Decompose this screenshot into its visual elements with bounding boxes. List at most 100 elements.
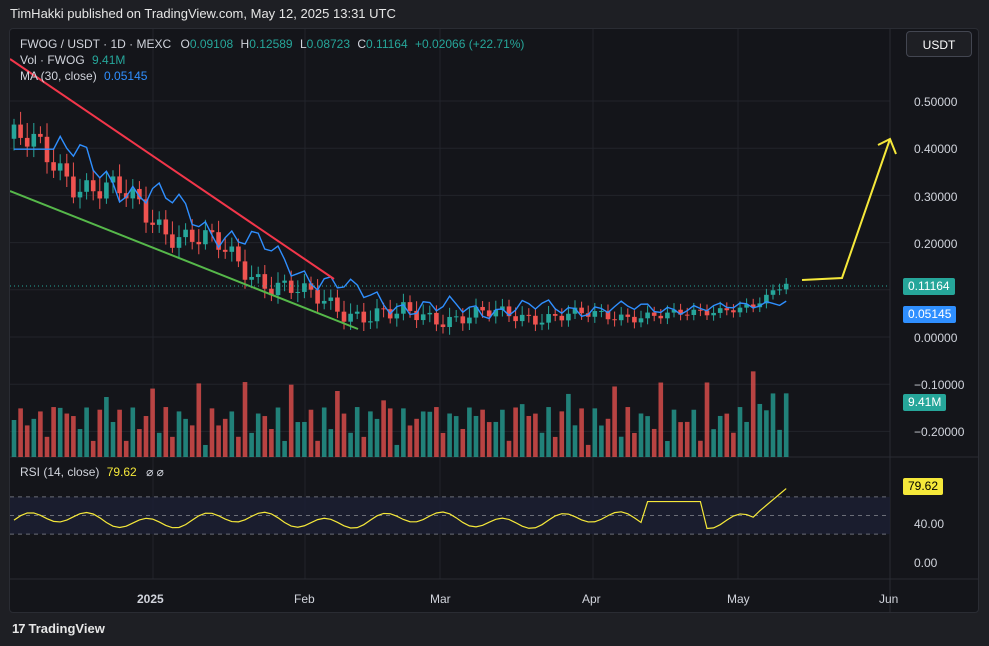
- candle-body: [315, 289, 320, 304]
- candle-body: [546, 314, 551, 323]
- volume-bar: [618, 436, 624, 457]
- volume-label: Vol · FWOG: [20, 53, 85, 67]
- candle-body: [724, 308, 730, 311]
- candle-body: [500, 306, 505, 310]
- ohlc-h-value: 0.12589: [249, 37, 293, 51]
- candle-body: [486, 310, 492, 317]
- candle-body: [770, 290, 776, 295]
- candle-body: [704, 310, 710, 316]
- candle-body: [671, 309, 677, 313]
- candle-body: [57, 163, 63, 171]
- candle-body: [750, 304, 756, 308]
- rsi-value-tag: 79.62: [903, 478, 944, 495]
- candle-body: [632, 316, 637, 323]
- volume-bar: [117, 409, 122, 457]
- candle-body: [625, 314, 631, 317]
- candle-body: [737, 307, 743, 313]
- volume-bar: [605, 418, 611, 457]
- volume-bar: [711, 429, 716, 457]
- candle-body: [209, 230, 215, 233]
- volume-bar: [288, 384, 294, 457]
- candle-body: [506, 306, 512, 317]
- candle-body: [18, 124, 23, 138]
- candle-body: [684, 314, 690, 316]
- volume-bar: [783, 393, 789, 457]
- rsi-extra-icons: ⌀ ⌀: [146, 465, 164, 479]
- candle-body: [335, 297, 340, 312]
- candle-body: [777, 289, 782, 291]
- lower-trendline: [10, 190, 359, 330]
- candle-body: [137, 188, 142, 200]
- volume-bar: [764, 410, 769, 457]
- volume-bar: [18, 408, 23, 457]
- volume-bar: [552, 436, 558, 457]
- volume-bar: [361, 436, 367, 457]
- price-axis-label: 0.00000: [914, 331, 958, 345]
- volume-bar: [453, 416, 459, 457]
- volume-bar: [368, 411, 373, 457]
- candle-body: [453, 316, 459, 318]
- volume-bar: [387, 408, 393, 457]
- ma-legend[interactable]: MA (30, close) 0.05145: [20, 69, 147, 83]
- chart-canvas[interactable]: [10, 29, 978, 612]
- volume-bar: [302, 421, 307, 457]
- candle-body: [605, 310, 611, 320]
- candle-body: [77, 191, 83, 198]
- candle-body: [764, 294, 769, 304]
- volume-bar: [750, 371, 756, 457]
- volume-bar: [539, 432, 545, 457]
- chart-frame[interactable]: FWOG / USDT · 1D · MEXC O0.09108 H0.1258…: [9, 28, 979, 613]
- candle-body: [71, 176, 76, 198]
- rsi-legend[interactable]: RSI (14, close) 79.62 ⌀ ⌀: [20, 465, 164, 479]
- volume-bar: [513, 407, 518, 457]
- candle-body: [24, 137, 30, 147]
- candle-body: [255, 274, 261, 277]
- candle-body: [744, 304, 749, 308]
- candle-body: [612, 319, 617, 321]
- candle-body: [434, 312, 439, 325]
- candle-body: [513, 316, 518, 322]
- volume-bar: [407, 425, 413, 457]
- volume-bar: [156, 432, 162, 457]
- candle-body: [374, 308, 380, 322]
- volume-bar: [599, 425, 604, 457]
- candle-body: [321, 300, 327, 304]
- volume-bar: [242, 382, 248, 457]
- candle-body: [242, 261, 248, 280]
- candle-body: [288, 280, 294, 293]
- ma-line: [14, 134, 787, 320]
- candle-body: [64, 163, 70, 177]
- currency-button[interactable]: USDT: [906, 31, 972, 57]
- candle-body: [84, 180, 89, 192]
- candle-body: [328, 297, 334, 301]
- brand-name: TradingView: [28, 621, 105, 636]
- volume-bar: [506, 440, 512, 457]
- volume-bar: [163, 407, 169, 457]
- price-change: +0.02066 (+22.71%): [415, 37, 525, 51]
- volume-bar: [638, 413, 644, 457]
- projection-line: [801, 138, 891, 281]
- candle-body: [427, 312, 433, 315]
- volume-bar: [110, 421, 116, 457]
- symbol-legend[interactable]: FWOG / USDT · 1D · MEXC O0.09108 H0.1258…: [20, 37, 524, 51]
- volume-bar: [176, 411, 182, 457]
- candle-body: [658, 315, 664, 319]
- tradingview-footer[interactable]: 17 TradingView: [12, 621, 105, 636]
- volume-legend[interactable]: Vol · FWOG 9.41M: [20, 53, 125, 67]
- volume-bar: [434, 407, 439, 457]
- time-axis-label: 2025: [137, 592, 164, 606]
- volume-bar: [275, 407, 281, 457]
- candle-body: [302, 283, 307, 292]
- rsi-value: 79.62: [106, 465, 137, 479]
- volume-tag: 9.41M: [903, 394, 947, 411]
- ohlc-h-label: H: [240, 37, 250, 51]
- candle-body: [467, 317, 472, 324]
- last-price-tag: 0.11164: [903, 278, 955, 295]
- symbol-title: FWOG / USDT · 1D · MEXC: [20, 37, 172, 51]
- volume-bar: [282, 440, 287, 457]
- candle-body: [783, 283, 789, 290]
- volume-bar: [84, 407, 89, 457]
- volume-bar: [566, 393, 571, 457]
- time-axis-label: Apr: [582, 592, 601, 606]
- ma-label: MA (30, close): [20, 69, 97, 83]
